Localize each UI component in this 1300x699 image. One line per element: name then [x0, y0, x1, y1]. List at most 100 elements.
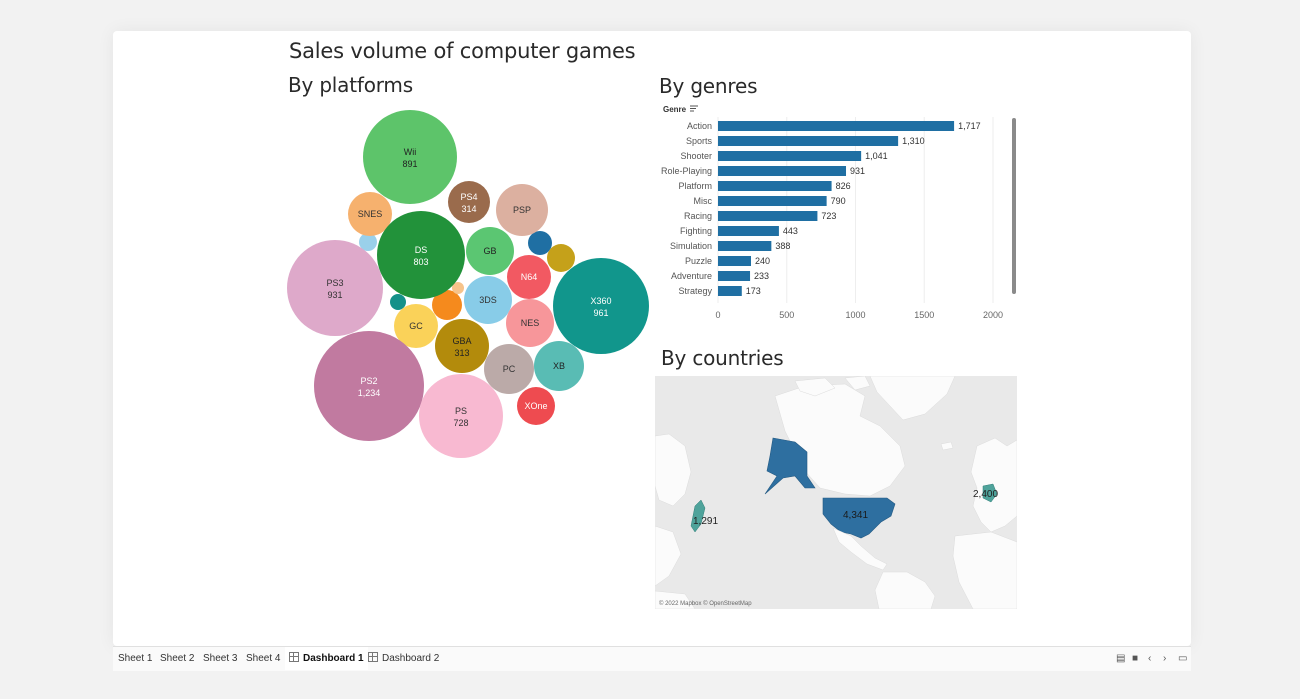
- genre-category-label: Racing: [684, 211, 712, 221]
- platform-bubble-label: GC: [409, 321, 423, 331]
- genre-bar-value-label: 443: [783, 226, 798, 236]
- platform-bubble[interactable]: PC: [484, 344, 534, 394]
- tab-sheet-1[interactable]: Sheet 1: [118, 653, 153, 664]
- genre-bar[interactable]: [718, 211, 818, 221]
- platform-bubble-circle: [363, 110, 457, 204]
- platform-bubble-label: XB: [553, 361, 565, 371]
- genre-axis-header: Genre: [663, 105, 687, 114]
- platform-bubble-label: Wii: [404, 147, 417, 157]
- chart-scrollbar[interactable]: [1012, 118, 1016, 294]
- platform-bubble-circle: [466, 227, 514, 275]
- x-tick-label: 2000: [983, 310, 1003, 320]
- genre-bar[interactable]: [718, 121, 955, 131]
- genre-bar-value-label: 1,310: [902, 136, 925, 146]
- minor-platform-bubble[interactable]: [452, 282, 464, 294]
- tab-dashboard-2[interactable]: Dashboard 2: [364, 647, 443, 670]
- platform-bubble[interactable]: X360 961: [553, 258, 649, 354]
- genre-bar[interactable]: [718, 241, 772, 251]
- platform-bubble[interactable]: XB: [534, 341, 584, 391]
- next-sheet-icon[interactable]: ›: [1163, 653, 1167, 664]
- platform-bubble-circle: [377, 211, 465, 299]
- platform-bubble[interactable]: GB: [466, 227, 514, 275]
- platform-bubble-circle: [314, 331, 424, 441]
- sheet-list-icon[interactable]: ▤: [1116, 653, 1126, 664]
- tab-dashboard-2-label: Dashboard 2: [382, 653, 440, 664]
- genre-bar[interactable]: [718, 256, 751, 266]
- platform-bubble[interactable]: GC: [394, 304, 438, 348]
- platform-bubble[interactable]: Wii 891: [363, 110, 457, 204]
- genre-bar-value-label: 931: [850, 166, 865, 176]
- platform-bubble-circle: [534, 341, 584, 391]
- platform-bubble-label: X360: [590, 296, 611, 306]
- genre-bar-value-label: 1,041: [865, 151, 888, 161]
- platform-bubble-label: PS2: [360, 376, 377, 386]
- genre-bar-value-label: 790: [831, 196, 846, 206]
- minor-platform-bubble[interactable]: [547, 244, 575, 272]
- genre-category-label: Misc: [694, 196, 713, 206]
- genre-bar[interactable]: [718, 151, 862, 161]
- tab-sheet-2[interactable]: Sheet 2: [160, 653, 195, 664]
- tab-dashboard-1[interactable]: Dashboard 1: [285, 647, 368, 670]
- genre-bar[interactable]: [718, 196, 827, 206]
- platform-bubble-label: DS: [415, 245, 428, 255]
- filmstrip-icon[interactable]: ■: [1132, 653, 1139, 664]
- platform-bubble[interactable]: PS 728: [419, 374, 503, 458]
- platform-bubble-value: 728: [453, 418, 468, 428]
- genre-category-label: Role-Playing: [661, 166, 712, 176]
- platform-bubble[interactable]: NES: [506, 299, 554, 347]
- tab-sheet-4[interactable]: Sheet 4: [246, 653, 281, 664]
- world-map-svg: 1,291 4,341 2,400: [655, 376, 1017, 609]
- platform-bubble[interactable]: PS2 1,234: [314, 331, 424, 441]
- x-tick-label: 1000: [845, 310, 865, 320]
- map-region-usa: [822, 497, 896, 539]
- minor-platform-bubble[interactable]: [528, 231, 552, 255]
- platform-bubble-label: PSP: [513, 205, 531, 215]
- platform-bubble-circle: [448, 181, 490, 223]
- genre-bar-value-label: 388: [775, 241, 790, 251]
- platform-bubble-circle: [435, 319, 489, 373]
- genre-bar[interactable]: [718, 136, 899, 146]
- platforms-section-title: By platforms: [288, 73, 413, 97]
- map-credit: © 2022 Mapbox © OpenStreetMap: [659, 601, 752, 607]
- platform-bubble-circle: [507, 255, 551, 299]
- genre-bar[interactable]: [718, 226, 779, 236]
- minor-platform-bubble[interactable]: [359, 233, 377, 251]
- platform-bubble-label: NES: [521, 318, 540, 328]
- sort-icon[interactable]: [690, 105, 698, 112]
- genre-bar[interactable]: [718, 181, 832, 191]
- platform-bubble-label: GB: [483, 246, 496, 256]
- genre-bar[interactable]: [718, 286, 742, 296]
- platform-bubble-label: 3DS: [479, 295, 497, 305]
- platform-bubble[interactable]: XOne: [517, 387, 555, 425]
- dashboard-icon: [368, 652, 378, 662]
- platform-bubble[interactable]: PSP: [496, 184, 548, 236]
- previous-sheet-icon[interactable]: ‹: [1148, 653, 1152, 664]
- genre-category-label: Adventure: [671, 271, 712, 281]
- platform-bubble-circle: [496, 184, 548, 236]
- platform-bubble[interactable]: DS 803: [377, 211, 465, 299]
- map-label-usa: 4,341: [843, 510, 868, 521]
- platform-bubble-circle: [553, 258, 649, 354]
- genre-bar-value-label: 723: [821, 211, 836, 221]
- platform-bubble[interactable]: 3DS: [464, 276, 512, 324]
- genre-bar-value-label: 240: [755, 256, 770, 266]
- genre-bar[interactable]: [718, 166, 847, 176]
- platform-bubble-label: PS4: [460, 192, 477, 202]
- tab-sheet-3[interactable]: Sheet 3: [203, 653, 238, 664]
- presentation-mode-icon[interactable]: ▭: [1178, 653, 1188, 664]
- countries-map[interactable]: 1,291 4,341 2,400 © 2022 Mapbox © OpenSt…: [655, 376, 1017, 609]
- platform-bubble[interactable]: GBA 313: [435, 319, 489, 373]
- platform-bubble[interactable]: N64: [507, 255, 551, 299]
- minor-platform-bubble[interactable]: [390, 294, 406, 310]
- platform-bubble[interactable]: SNES: [348, 192, 392, 236]
- platform-bubble-value: 313: [454, 348, 469, 358]
- platform-bubble-circle: [464, 276, 512, 324]
- platform-bubble-value: 803: [413, 257, 428, 267]
- countries-section-title: By countries: [661, 346, 784, 370]
- genre-bar[interactable]: [718, 271, 751, 281]
- minor-platform-bubble[interactable]: [432, 290, 462, 320]
